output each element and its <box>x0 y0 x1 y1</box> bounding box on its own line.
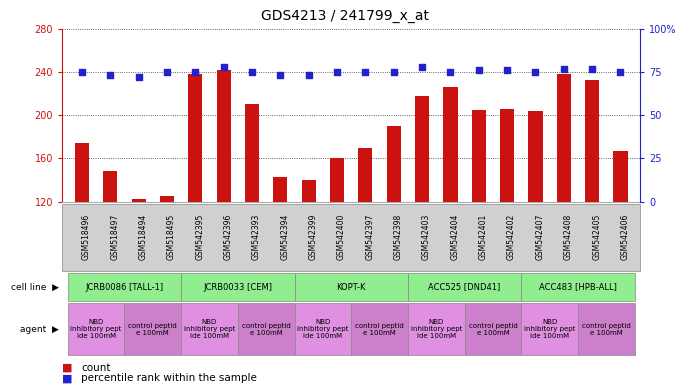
Text: percentile rank within the sample: percentile rank within the sample <box>81 373 257 383</box>
Text: ACC483 [HPB-ALL]: ACC483 [HPB-ALL] <box>539 283 617 291</box>
Point <box>190 69 201 75</box>
Point <box>530 69 541 75</box>
Bar <box>188 74 202 202</box>
Text: GSM542403: GSM542403 <box>422 214 431 260</box>
Point <box>275 72 286 78</box>
Bar <box>217 70 230 202</box>
Text: GSM542402: GSM542402 <box>507 214 516 260</box>
Bar <box>245 104 259 202</box>
Bar <box>330 159 344 202</box>
Text: control peptid
e 100mM: control peptid e 100mM <box>241 323 290 336</box>
Point <box>161 69 172 75</box>
Text: GSM542394: GSM542394 <box>280 214 289 260</box>
Bar <box>75 143 89 202</box>
Text: GSM542396: GSM542396 <box>224 214 233 260</box>
Text: JCRB0086 [TALL-1]: JCRB0086 [TALL-1] <box>86 283 164 291</box>
Bar <box>500 109 514 202</box>
Text: GSM518494: GSM518494 <box>139 214 148 260</box>
Text: control peptid
e 100mM: control peptid e 100mM <box>128 323 177 336</box>
Text: GSM542398: GSM542398 <box>394 214 403 260</box>
Bar <box>444 87 457 202</box>
Text: GSM542399: GSM542399 <box>308 214 317 260</box>
Text: KOPT-K: KOPT-K <box>337 283 366 291</box>
Text: GSM542408: GSM542408 <box>564 214 573 260</box>
Bar <box>585 79 599 202</box>
Point <box>303 72 314 78</box>
Text: control peptid
e 100mM: control peptid e 100mM <box>582 323 631 336</box>
Text: control peptid
e 100mM: control peptid e 100mM <box>469 323 518 336</box>
Point <box>445 69 456 75</box>
Bar <box>302 180 316 202</box>
Bar <box>529 111 542 202</box>
Bar <box>132 199 146 202</box>
Text: GSM518496: GSM518496 <box>82 214 91 260</box>
Text: JCRB0033 [CEM]: JCRB0033 [CEM] <box>204 283 273 291</box>
Text: GSM542393: GSM542393 <box>252 214 261 260</box>
Point <box>360 69 371 75</box>
Point <box>586 65 598 71</box>
Bar <box>557 74 571 202</box>
Text: ACC525 [DND41]: ACC525 [DND41] <box>428 283 501 291</box>
Point <box>133 74 144 80</box>
Text: GDS4213 / 241799_x_at: GDS4213 / 241799_x_at <box>261 8 429 23</box>
Bar <box>415 96 429 202</box>
Bar <box>472 110 486 202</box>
Bar <box>104 171 117 202</box>
Text: NBD
inhibitory pept
ide 100mM: NBD inhibitory pept ide 100mM <box>70 319 122 339</box>
Point <box>388 69 400 75</box>
Point <box>615 69 626 75</box>
Point <box>473 67 484 73</box>
Point <box>77 69 88 75</box>
Text: control peptid
e 100mM: control peptid e 100mM <box>355 323 404 336</box>
Bar <box>273 177 288 202</box>
Text: NBD
inhibitory pept
ide 100mM: NBD inhibitory pept ide 100mM <box>184 319 235 339</box>
Text: agent  ▶: agent ▶ <box>20 325 59 334</box>
Text: GSM542404: GSM542404 <box>451 214 460 260</box>
Bar <box>160 196 174 202</box>
Text: NBD
inhibitory pept
ide 100mM: NBD inhibitory pept ide 100mM <box>411 319 462 339</box>
Bar <box>613 151 628 202</box>
Point <box>558 65 569 71</box>
Text: GSM542401: GSM542401 <box>479 214 488 260</box>
Text: GSM542395: GSM542395 <box>195 214 204 260</box>
Text: cell line  ▶: cell line ▶ <box>10 283 59 291</box>
Text: count: count <box>81 363 111 373</box>
Text: ■: ■ <box>62 373 72 383</box>
Point <box>417 64 428 70</box>
Point <box>502 67 513 73</box>
Point <box>246 69 257 75</box>
Point <box>105 72 116 78</box>
Bar <box>358 147 373 202</box>
Text: GSM518495: GSM518495 <box>167 214 176 260</box>
Text: NBD
inhibitory pept
ide 100mM: NBD inhibitory pept ide 100mM <box>297 319 348 339</box>
Bar <box>386 126 401 202</box>
Text: GSM542400: GSM542400 <box>337 214 346 260</box>
Point <box>218 64 229 70</box>
Text: NBD
inhibitory pept
ide 100mM: NBD inhibitory pept ide 100mM <box>524 319 575 339</box>
Text: GSM518497: GSM518497 <box>110 214 119 260</box>
Text: GSM542405: GSM542405 <box>592 214 601 260</box>
Text: GSM542407: GSM542407 <box>535 214 544 260</box>
Text: ■: ■ <box>62 363 72 373</box>
Point <box>331 69 342 75</box>
Text: GSM542397: GSM542397 <box>366 214 375 260</box>
Text: GSM542406: GSM542406 <box>620 214 629 260</box>
